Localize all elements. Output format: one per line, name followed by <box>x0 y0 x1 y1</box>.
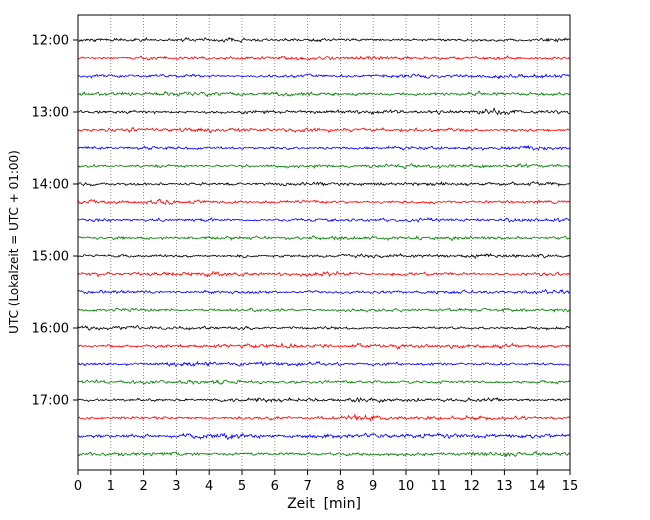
y-tick-label: 15:00 <box>32 250 69 265</box>
trace-17:45 <box>77 450 571 458</box>
trace-13:00 <box>77 107 571 116</box>
trace-12:30 <box>77 73 571 80</box>
x-tick-label: 1 <box>107 479 115 494</box>
x-tick-label: 12 <box>463 479 480 494</box>
trace-13:30 <box>77 144 571 151</box>
trace-12:00 <box>77 36 571 43</box>
trace-17:15 <box>77 413 571 422</box>
x-tick-label: 9 <box>369 479 377 494</box>
trace-16:30 <box>77 360 571 367</box>
x-tick-label: 13 <box>496 479 513 494</box>
trace-17:00 <box>77 397 571 404</box>
x-tick-label: 10 <box>398 479 415 494</box>
x-tick-label: 5 <box>238 479 246 494</box>
x-tick-label: 4 <box>205 479 213 494</box>
trace-15:45 <box>77 307 571 313</box>
trace-13:45 <box>77 163 571 170</box>
y-tick-label: 13:00 <box>32 106 69 121</box>
trace-15:15 <box>77 271 571 278</box>
trace-16:15 <box>77 342 571 350</box>
x-tick-label: 6 <box>271 479 279 494</box>
x-tick-label: 15 <box>562 479 579 494</box>
y-tick-label: 16:00 <box>32 322 69 337</box>
trace-17:30 <box>77 432 571 441</box>
y-tick-label: 14:00 <box>32 178 69 193</box>
plot-border <box>77 14 571 471</box>
x-tick-label: 14 <box>529 479 546 494</box>
x-tick-label: 8 <box>336 479 344 494</box>
y-tick-label: 12:00 <box>32 34 69 49</box>
x-tick-label: 7 <box>303 479 311 494</box>
trace-12:15 <box>77 55 571 61</box>
x-tick-label: 3 <box>172 479 180 494</box>
trace-14:30 <box>77 216 571 223</box>
trace-12:45 <box>77 90 571 98</box>
x-tick-label: 11 <box>431 479 448 494</box>
y-tick-label: 17:00 <box>32 394 69 409</box>
trace-16:00 <box>77 324 571 331</box>
x-tick-label: 2 <box>139 479 147 494</box>
trace-13:15 <box>77 127 571 134</box>
x-tick-label: 0 <box>74 479 82 494</box>
trace-15:30 <box>77 289 571 295</box>
trace-14:45 <box>77 235 571 242</box>
x-axis-label: Zeit [min] <box>287 496 361 512</box>
trace-16:45 <box>77 378 571 386</box>
trace-14:00 <box>77 181 571 187</box>
trace-14:15 <box>77 198 571 206</box>
trace-15:00 <box>78 252 571 260</box>
